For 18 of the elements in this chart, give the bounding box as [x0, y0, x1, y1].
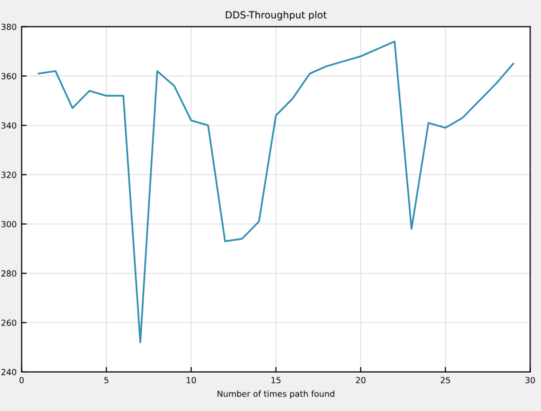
- y-tick-label: 340: [2, 122, 16, 129]
- chart-title: DDS-Throughput plot: [226, 10, 327, 20]
- x-tick-label: 5: [104, 377, 108, 384]
- y-tick-label: 280: [1, 270, 16, 277]
- line-series: [38, 40, 514, 344]
- y-tick-label: 260: [1, 320, 16, 326]
- x-tick-label: 25: [440, 376, 450, 384]
- y-tick-label: 240: [1, 368, 16, 376]
- y-tick-label: 360: [2, 73, 16, 80]
- y-tick-label: 300: [2, 220, 16, 228]
- x-tick-label: 30: [526, 376, 535, 384]
- x-tick-label: 10: [186, 376, 196, 384]
- x-tick-label: 0: [20, 376, 24, 384]
- x-tick-label: 15: [272, 377, 280, 384]
- x-axis-title: Number of times path found: [218, 390, 334, 398]
- x-tick-label: 20: [356, 376, 366, 384]
- y-tick-label: 380: [2, 24, 16, 30]
- y-tick-label: 320: [2, 172, 16, 178]
